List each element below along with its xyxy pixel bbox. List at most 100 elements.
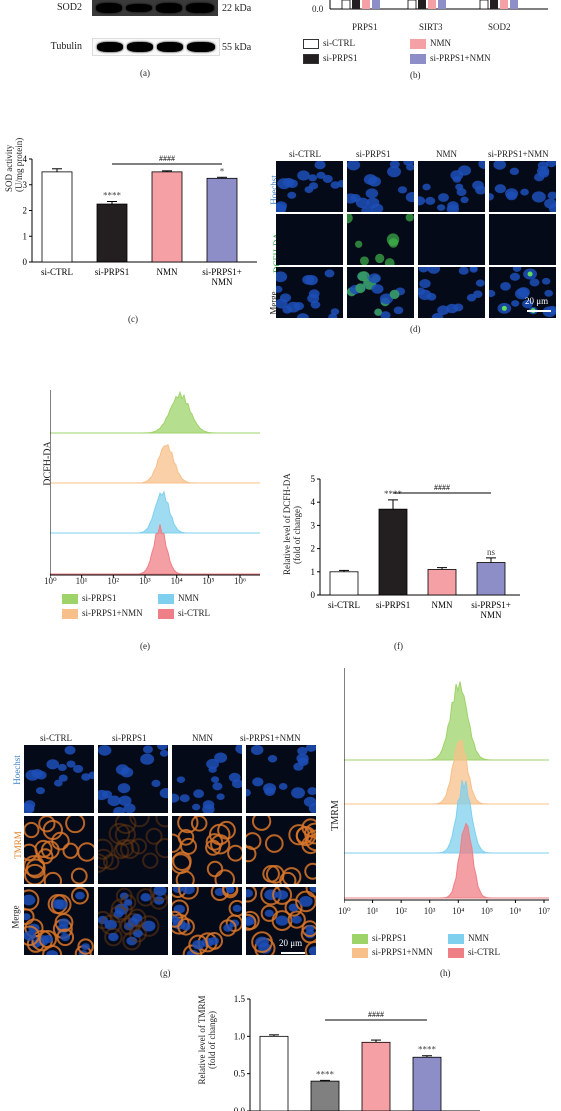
- y-tick-label: 1.5: [234, 994, 246, 1004]
- x-tick-label: 10⁰: [44, 576, 57, 586]
- significance-mark: *: [220, 166, 225, 176]
- micrograph-tile: [246, 887, 316, 955]
- micrograph-tile: [418, 267, 485, 318]
- panel-d-scalebar: [527, 310, 551, 312]
- significance-mark: ****: [103, 190, 122, 200]
- x-tick-label: 10²: [395, 906, 407, 916]
- x-tick-label: 10³: [423, 906, 436, 916]
- micrograph-tile: [489, 214, 556, 265]
- micrograph-tile: [24, 816, 94, 884]
- y-tick-label: 0: [23, 257, 28, 267]
- bar: [378, 508, 408, 596]
- x-tick-label: 10⁴: [170, 576, 183, 586]
- wb-strip-sod2: [92, 0, 218, 16]
- y-tick-label: 4: [23, 154, 28, 164]
- panel-g-row-tmrm: TMRM: [12, 831, 23, 859]
- wb-kda-sod2: 22 kDa: [222, 3, 252, 14]
- panel-d-col-3: NMN: [436, 149, 458, 159]
- micrograph-tile: [489, 161, 556, 212]
- histogram-series: [344, 780, 549, 854]
- panel-d-letter: (d): [410, 324, 421, 334]
- panel-g-col-2: si-PRPS1: [112, 733, 147, 743]
- category-label: si-PRPS1: [376, 600, 411, 610]
- wb-label-tubulin: Tubulin: [50, 41, 82, 52]
- category-label: NMN: [211, 277, 233, 287]
- bar: [427, 569, 457, 596]
- x-tick-label: 10⁰: [338, 906, 351, 916]
- panel-b-letter: (b): [410, 70, 421, 80]
- panel-d-scalebar-label: 20 μm: [525, 296, 549, 306]
- panel-h-ylabel: TMRM: [329, 800, 341, 831]
- panel-d-col-1: si-CTRL: [289, 149, 322, 159]
- panel-d-col-2: si-PRPS1: [356, 149, 391, 159]
- y-tick-label: 0.0: [234, 1106, 246, 1111]
- category-label: NMN: [480, 610, 502, 620]
- panel-b-group-prps1: PRPS1: [352, 22, 378, 32]
- micrograph-tile: [172, 816, 242, 884]
- panel-g-row-merge: Merge: [10, 905, 21, 929]
- panel-g-letter: (g): [160, 968, 171, 978]
- x-tick-label: 10⁴: [452, 906, 465, 916]
- micrograph-tile: [347, 161, 414, 212]
- x-tick-label: 10⁶: [509, 906, 522, 916]
- micrograph-tile: [418, 214, 485, 265]
- panel-b-legend-nmn: NMN: [410, 38, 451, 49]
- category-label: NMN: [156, 267, 178, 277]
- panel-g-scalebar: [281, 952, 305, 954]
- panel-f-letter: (f): [394, 641, 403, 651]
- panel-h-legend-nmn: NMN: [448, 933, 489, 944]
- histogram-series: [50, 443, 260, 484]
- panel-b-legend-ctrl: si-CTRL: [303, 38, 355, 49]
- panel-h-legend-prps1: si-PRPS1: [352, 933, 407, 944]
- wb-label-sod2: SOD2: [56, 2, 82, 13]
- panel-h-legend-combo: si-PRPS1+NMN: [352, 947, 433, 958]
- bar: [96, 203, 128, 263]
- micrograph-tile: [347, 214, 414, 265]
- panel-h-histogram: [344, 668, 549, 903]
- bar: [259, 1035, 289, 1111]
- bar: [151, 171, 183, 263]
- panel-e-legend-ctrl: si-CTRL: [158, 608, 210, 619]
- y-tick-label: 4: [311, 497, 316, 507]
- histogram-series: [344, 681, 549, 761]
- panel-g-col-3: NMN: [192, 733, 214, 743]
- panel-g-col-1: si-CTRL: [40, 733, 73, 743]
- panel-e-legend-nmn: NMN: [158, 593, 199, 604]
- micrograph-tile: [276, 267, 343, 318]
- x-tick-label: 10³: [139, 576, 151, 586]
- category-label: si-PRPS1: [95, 267, 130, 277]
- y-tick-label: 0.5: [234, 1069, 246, 1079]
- micrograph-tile: [276, 214, 343, 265]
- y-tick-label: 5: [311, 474, 316, 484]
- panel-e-histogram: [50, 390, 260, 578]
- y-tick-label: 3: [311, 520, 316, 530]
- panel-e-legend-prps1: si-PRPS1: [62, 593, 117, 604]
- bar: [41, 171, 73, 263]
- bar: [476, 562, 506, 596]
- panel-b-legend-combo: si-PRPS1+NMN: [410, 53, 491, 64]
- x-tick-label: 10⁵: [480, 906, 493, 916]
- x-tick-label: 10¹: [75, 576, 88, 586]
- panel-e-legend-combo: si-PRPS1+NMN: [62, 608, 143, 619]
- significance-mark: ****: [418, 1045, 437, 1055]
- category-label: si-PRPS1+: [202, 267, 242, 277]
- bar: [329, 571, 359, 596]
- x-tick-label: 10²: [107, 576, 120, 586]
- histogram-series: [344, 822, 549, 899]
- bar: [310, 1080, 340, 1111]
- y-tick-label: 2: [311, 544, 316, 554]
- x-tick-label: 10¹: [366, 906, 379, 916]
- x-tick-label: 10⁵: [202, 576, 215, 586]
- category-label: NMN: [431, 600, 453, 610]
- y-tick-label: 2: [23, 206, 28, 216]
- panel-b-group-sod2: SOD2: [488, 22, 511, 32]
- panel-i-chart: 0.0 0.5 1.0 1.5 **** **** ####: [234, 994, 480, 1111]
- micrograph-tile: [24, 887, 94, 955]
- micrograph-tile: [172, 887, 242, 955]
- category-label: si-PRPS1+: [471, 600, 511, 610]
- micrograph-tile: [98, 816, 168, 884]
- panel-b-group-sirt3: SIRT3: [419, 22, 443, 32]
- significance-mark: ****: [384, 489, 403, 499]
